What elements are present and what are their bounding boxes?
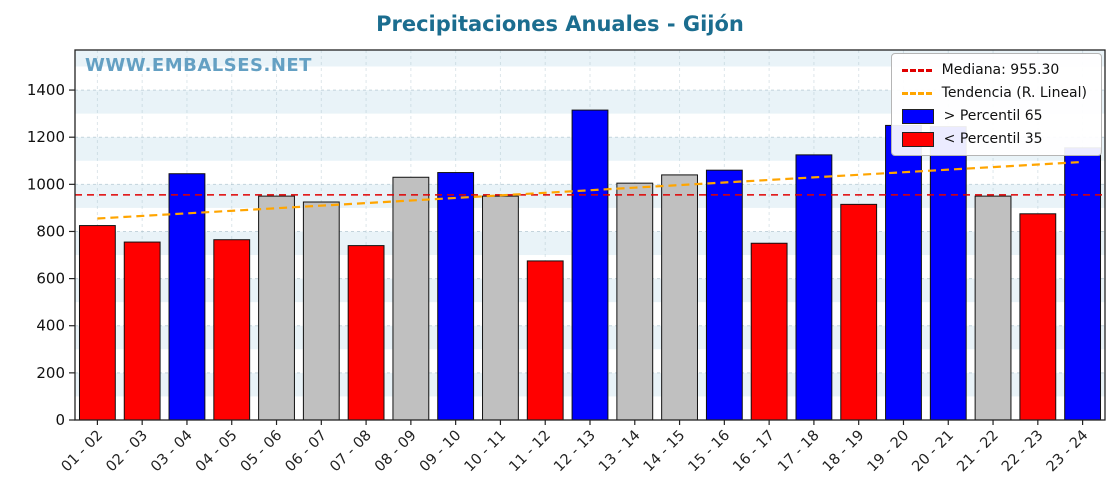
bar-21-22 [974,195,1012,421]
bar-22-23 [1019,213,1057,421]
y-tick-label: 1000 [27,175,65,193]
median-line-swatch [901,68,932,72]
legend-label: Tendencia (R. Lineal) [941,85,1087,101]
bar-04-05 [213,239,251,421]
trend-line-swatch [901,91,932,95]
x-tick-label: 19 - 20 [865,428,913,476]
bar-16-17 [750,242,788,421]
bar-19-20 [885,124,922,421]
x-tick-label: 09 - 10 [417,428,465,476]
bar-07-08 [347,245,385,421]
legend-label: < Percentil 35 [943,131,1043,147]
bar-01-02 [78,225,116,421]
x-tick-label: 20 - 21 [909,428,957,476]
x-tick-label: 07 - 08 [327,428,375,476]
legend-item-median: Mediana: 955.30 [901,62,1087,78]
x-tick-label: 08 - 09 [372,428,420,476]
background-stripe [75,50,1105,67]
legend-item-trend: Tendencia (R. Lineal) [901,85,1087,101]
legend: Mediana: 955.30 Tendencia (R. Lineal) > … [890,53,1102,156]
x-tick-label: 02 - 03 [103,428,151,476]
x-tick-label: 16 - 17 [730,428,778,476]
x-tick-label: 18 - 19 [820,428,868,476]
x-tick-label: 11 - 12 [506,428,554,476]
background-stripe [75,90,1105,114]
legend-label: Mediana: 955.30 [941,62,1060,78]
y-tick-label: 1400 [27,81,65,99]
bar-03-04 [168,173,206,421]
bar-05-06 [258,195,295,421]
bar-09-10 [437,172,475,421]
bar-14-15 [661,174,698,421]
y-tick-label: 0 [55,411,65,429]
p35-patch-swatch [901,131,934,147]
y-tick-label: 400 [36,317,65,335]
x-tick-label: 14 - 15 [641,428,689,476]
y-tick-label: 800 [36,222,65,240]
legend-label: > Percentil 65 [943,108,1043,124]
bar-06-07 [302,201,340,421]
p65-patch-swatch [901,108,934,124]
bar-12-13 [571,109,609,421]
bar-13-14 [616,182,654,421]
watermark: WWW.EMBALSES.NET [85,55,312,76]
x-tick-label: 23 - 24 [1044,428,1092,476]
bar-23-24 [1064,147,1102,421]
trend-line [97,160,1083,220]
x-tick-label: 10 - 11 [462,428,510,476]
x-tick-label: 17 - 18 [775,428,823,476]
x-tick-label: 22 - 23 [999,428,1047,476]
y-tick-label: 1200 [27,128,65,146]
bar-15-16 [705,169,743,421]
chart-title: Precipitaciones Anuales - Gijón [376,12,744,36]
legend-item-p65: > Percentil 65 [901,108,1087,124]
x-tick-label: 21 - 22 [954,428,1002,476]
x-tick-label: 12 - 13 [551,428,599,476]
bar-08-09 [392,176,430,421]
legend-item-p35: < Percentil 35 [901,131,1087,147]
x-tick-label: 06 - 07 [283,428,331,476]
axes-box [74,49,1106,421]
x-tick-label: 04 - 05 [193,428,241,476]
x-tick-label: 15 - 16 [686,428,734,476]
bar-18-19 [840,203,878,421]
bar-10-11 [482,195,519,421]
x-tick-label: 05 - 06 [238,428,286,476]
x-tick-label: 13 - 14 [596,428,644,476]
x-tick-label: 01 - 02 [59,428,107,476]
y-tick-label: 600 [36,270,65,288]
y-tick-label: 200 [36,364,65,382]
bar-11-12 [526,260,564,421]
bar-02-03 [123,241,161,421]
bar-17-18 [795,154,833,421]
x-tick-label: 03 - 04 [148,428,196,476]
